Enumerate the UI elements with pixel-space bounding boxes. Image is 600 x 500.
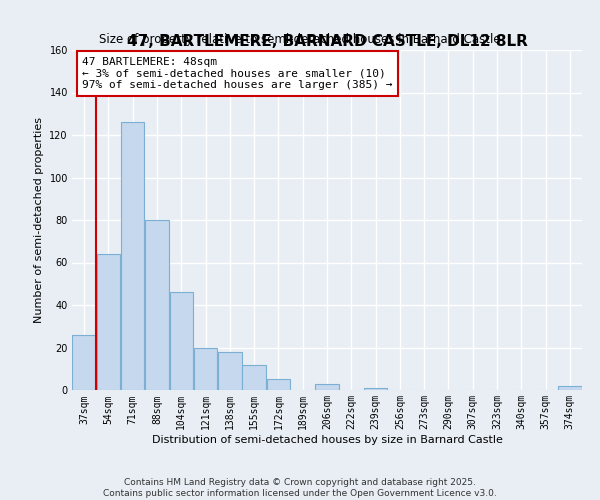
Bar: [121, 122, 145, 390]
Bar: [315, 384, 339, 390]
Bar: [266, 380, 290, 390]
Y-axis label: Number of semi-detached properties: Number of semi-detached properties: [34, 117, 44, 323]
Text: 47 BARTLEMERE: 48sqm
← 3% of semi-detached houses are smaller (10)
97% of semi-d: 47 BARTLEMERE: 48sqm ← 3% of semi-detach…: [82, 57, 392, 90]
Bar: [364, 388, 388, 390]
Bar: [145, 220, 169, 390]
Bar: [558, 386, 581, 390]
Text: Size of property relative to semi-detached houses in Barnard Castle: Size of property relative to semi-detach…: [99, 32, 501, 46]
Bar: [194, 348, 217, 390]
Bar: [170, 292, 193, 390]
Bar: [218, 352, 242, 390]
Bar: [97, 254, 120, 390]
Bar: [73, 335, 96, 390]
Text: Contains HM Land Registry data © Crown copyright and database right 2025.
Contai: Contains HM Land Registry data © Crown c…: [103, 478, 497, 498]
Title: 47, BARTLEMERE, BARNARD CASTLE, DL12 8LR: 47, BARTLEMERE, BARNARD CASTLE, DL12 8LR: [127, 34, 527, 49]
X-axis label: Distribution of semi-detached houses by size in Barnard Castle: Distribution of semi-detached houses by …: [152, 435, 502, 445]
Bar: [242, 364, 266, 390]
